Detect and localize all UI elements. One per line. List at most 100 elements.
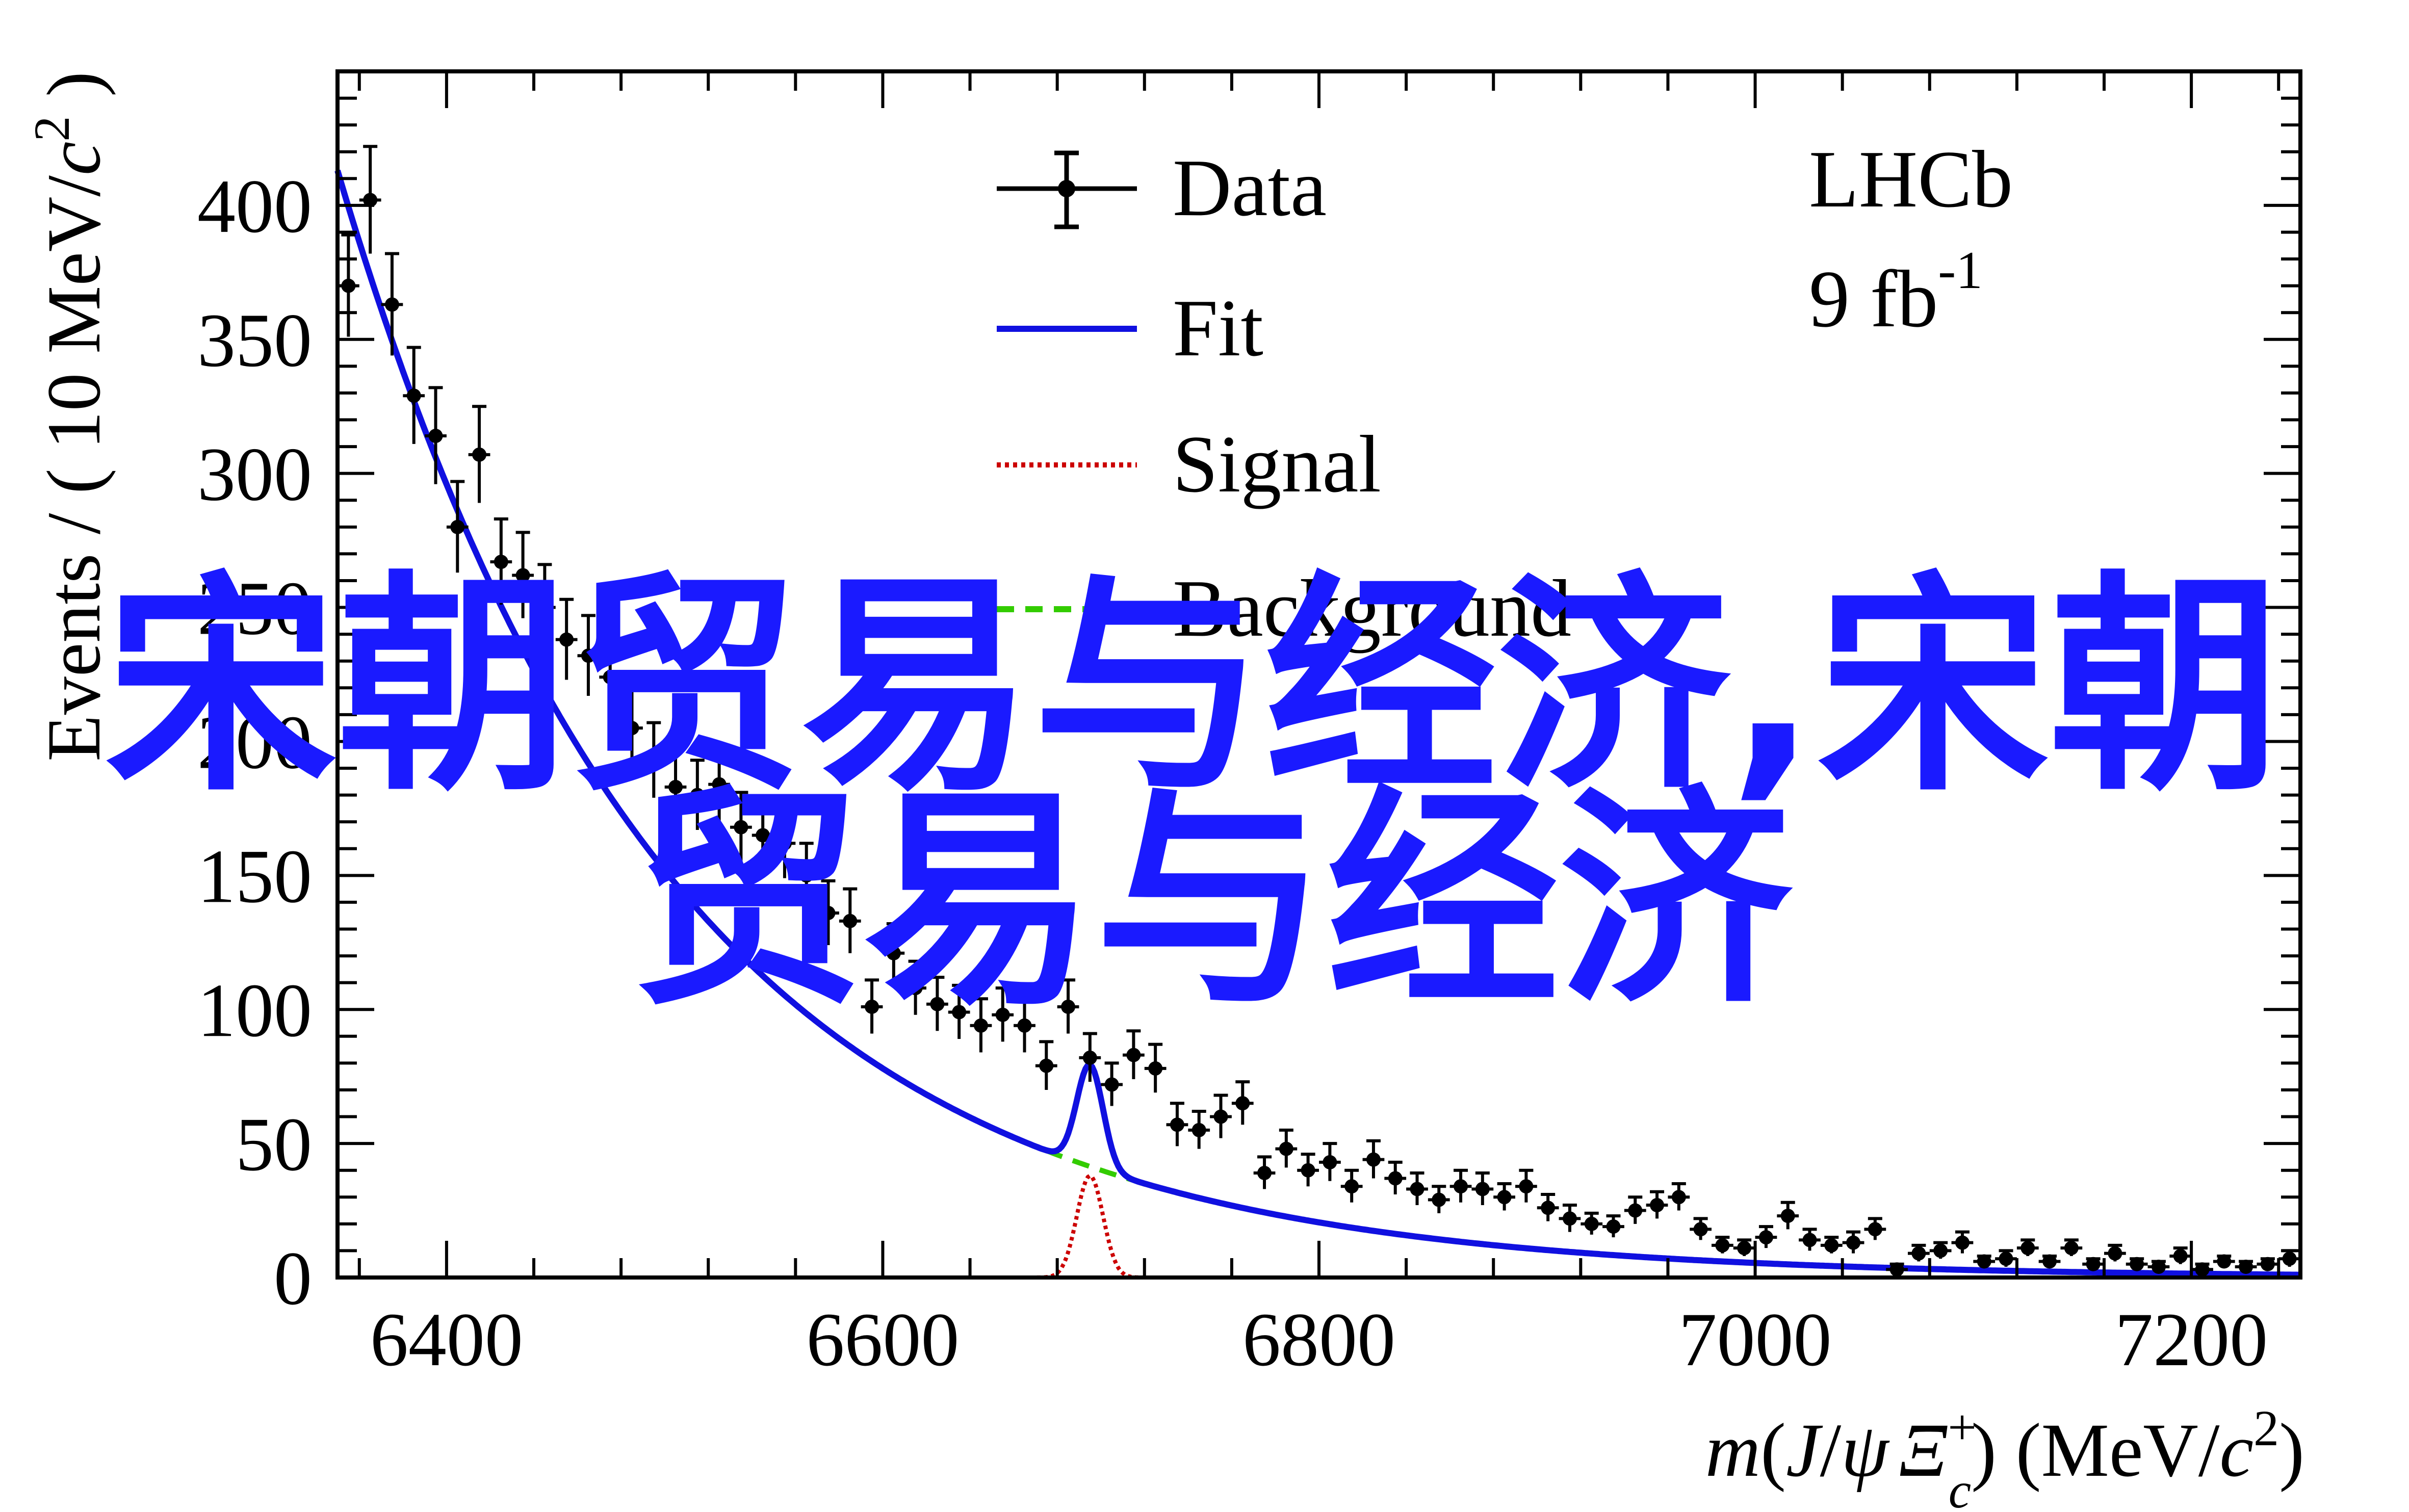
y-tick-label: 400 <box>197 164 312 249</box>
data-marker <box>1082 1050 1097 1065</box>
data-marker <box>537 600 552 615</box>
data-marker <box>973 1018 988 1033</box>
legend-label-background: Background <box>1173 563 1571 654</box>
data-point <box>1929 1241 1952 1259</box>
data-marker <box>1737 1241 1752 1256</box>
data-marker <box>1432 1192 1446 1207</box>
data-point <box>534 563 556 650</box>
data-marker <box>1366 1152 1381 1167</box>
data-point <box>992 986 1014 1042</box>
data-point <box>1755 1225 1777 1248</box>
data-point <box>2147 1259 2170 1274</box>
data-point <box>1101 1061 1123 1106</box>
data-point <box>948 983 970 1039</box>
data-marker <box>1235 1096 1250 1111</box>
x-tick-label: 6400 <box>370 1297 523 1382</box>
data-marker <box>472 447 487 462</box>
data-marker <box>2217 1254 2232 1269</box>
data-marker <box>1039 1058 1054 1073</box>
data-marker <box>1454 1179 1468 1194</box>
lhcb-label: LHCb <box>1809 134 2013 224</box>
data-marker <box>799 868 814 883</box>
data-marker <box>646 753 661 768</box>
data-marker <box>1868 1222 1882 1237</box>
axis-ticks <box>338 70 2300 1279</box>
x-tick-label: 7200 <box>2115 1297 2268 1382</box>
data-marker <box>1911 1246 1926 1261</box>
data-point <box>970 997 992 1053</box>
data-marker <box>1475 1182 1490 1196</box>
data-point <box>1537 1193 1559 1221</box>
legend-entry-fit: Fit <box>997 282 1263 373</box>
data-point <box>1908 1243 1930 1262</box>
x-tick-label: 7000 <box>1679 1297 1832 1382</box>
data-marker <box>777 836 792 851</box>
data-point <box>1319 1142 1341 1181</box>
data-point <box>425 386 447 484</box>
data-point <box>1712 1236 1733 1254</box>
data-marker <box>1541 1201 1556 1215</box>
data-marker <box>668 779 683 794</box>
data-point <box>1384 1160 1407 1195</box>
data-point <box>883 922 905 983</box>
data-marker <box>756 828 770 843</box>
data-marker <box>1323 1155 1337 1169</box>
data-marker <box>363 193 378 207</box>
data-point <box>1820 1236 1843 1254</box>
data-point <box>1602 1214 1624 1238</box>
data-marker <box>690 788 705 802</box>
data-marker <box>1802 1233 1817 1247</box>
data-marker <box>1017 1018 1032 1033</box>
legend-label-signal: Signal <box>1173 419 1381 509</box>
data-point <box>1144 1042 1167 1093</box>
data-marker <box>1061 999 1076 1014</box>
data-marker <box>843 914 858 928</box>
data-marker <box>1824 1238 1839 1253</box>
data-point <box>1428 1185 1450 1213</box>
y-tick-label: 100 <box>197 968 312 1053</box>
data-point <box>1733 1238 1755 1256</box>
data-marker <box>1933 1243 1948 1258</box>
watermark-overlay: 宋朝贸易与经济,宋朝 贸易与经济 <box>105 553 2281 1036</box>
data-marker <box>559 632 574 647</box>
y-tick-label: 0 <box>274 1236 312 1321</box>
legend-label-data: Data <box>1173 142 1327 233</box>
data-point <box>839 887 861 953</box>
data-point <box>730 791 752 863</box>
overlay-text-line2: 贸易与经济 <box>631 767 1795 1036</box>
fit-curve <box>334 169 2300 1278</box>
data-point <box>555 597 578 680</box>
data-point <box>1799 1228 1821 1251</box>
data-marker <box>712 777 727 792</box>
data-point <box>1166 1102 1188 1146</box>
data-points-layer <box>338 145 2300 1277</box>
data-point <box>2169 1246 2192 1264</box>
data-marker <box>1999 1252 2013 1266</box>
data-point <box>926 976 948 1031</box>
data-marker <box>1279 1141 1293 1156</box>
data-point <box>621 689 643 766</box>
data-point <box>2126 1257 2148 1271</box>
legend-entry-signal: Signal <box>997 419 1381 509</box>
data-marker <box>625 721 639 736</box>
data-marker <box>1715 1238 1730 1253</box>
data-point <box>1210 1093 1232 1138</box>
data-point <box>490 517 512 605</box>
data-marker <box>1170 1117 1184 1132</box>
data-point <box>2191 1262 2213 1277</box>
y-tick-label: 300 <box>197 432 312 517</box>
legend-label-fit: Fit <box>1173 282 1263 373</box>
data-point <box>2082 1257 2104 1271</box>
data-marker <box>1693 1222 1708 1237</box>
data-point <box>2213 1254 2235 1269</box>
data-marker <box>2108 1246 2122 1261</box>
data-marker <box>1213 1109 1228 1124</box>
data-point <box>1646 1190 1668 1219</box>
data-marker <box>2151 1259 2166 1274</box>
data-point <box>1449 1168 1472 1203</box>
data-point <box>1079 1032 1101 1082</box>
data-point <box>512 531 534 618</box>
y-axis-label: Events / ( 10 MeV/c2 ) <box>23 71 116 762</box>
data-point <box>1493 1182 1515 1211</box>
data-point <box>752 799 774 870</box>
